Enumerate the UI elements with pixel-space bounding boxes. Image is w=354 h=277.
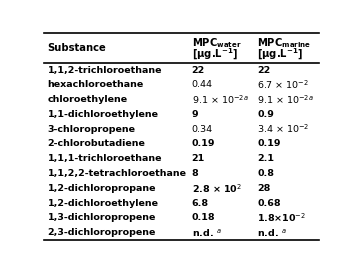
Text: MPC$_{\mathbf{water}}$: MPC$_{\mathbf{water}}$ (192, 36, 241, 50)
Text: n.d. $^{a}$: n.d. $^{a}$ (192, 227, 221, 239)
Text: 9: 9 (192, 110, 198, 119)
Text: chloroethylene: chloroethylene (47, 95, 128, 104)
Text: 1,1,1-trichloroethane: 1,1,1-trichloroethane (47, 154, 162, 163)
Text: 21: 21 (192, 154, 205, 163)
Text: 9.1 × 10$^{-2a}$: 9.1 × 10$^{-2a}$ (257, 93, 314, 106)
Text: [$\mathbf{\mu}$g.L$^{\mathbf{-1}}$]: [$\mathbf{\mu}$g.L$^{\mathbf{-1}}$] (192, 47, 238, 62)
Text: [$\mathbf{\mu}$g.L$^{\mathbf{-1}}$]: [$\mathbf{\mu}$g.L$^{\mathbf{-1}}$] (257, 47, 303, 62)
Text: Substance: Substance (47, 43, 106, 53)
Text: MPC$_{\mathbf{marine}}$: MPC$_{\mathbf{marine}}$ (257, 36, 312, 50)
Text: 0.44: 0.44 (192, 80, 212, 89)
Text: hexachloroethane: hexachloroethane (47, 80, 144, 89)
Text: 6.8: 6.8 (192, 199, 209, 207)
Text: 0.9: 0.9 (257, 110, 274, 119)
Text: 1.8×10$^{-2}$: 1.8×10$^{-2}$ (257, 212, 307, 224)
Text: 1,1-dichloroethylene: 1,1-dichloroethylene (47, 110, 159, 119)
Text: 1,2-dichloropropane: 1,2-dichloropropane (47, 184, 156, 193)
Text: 1,1,2-trichloroethane: 1,1,2-trichloroethane (47, 66, 162, 75)
Text: 1,2-dichloroethylene: 1,2-dichloroethylene (47, 199, 159, 207)
Text: 0.18: 0.18 (192, 213, 215, 222)
Text: 8: 8 (192, 169, 198, 178)
Text: 22: 22 (257, 66, 271, 75)
Text: 0.8: 0.8 (257, 169, 274, 178)
Text: 9.1 × 10$^{-2a}$: 9.1 × 10$^{-2a}$ (192, 93, 248, 106)
Text: 22: 22 (192, 66, 205, 75)
Text: n.d. $^{a}$: n.d. $^{a}$ (257, 227, 287, 239)
Text: 28: 28 (257, 184, 271, 193)
Text: 0.19: 0.19 (257, 140, 281, 148)
Text: 3.4 × 10$^{-2}$: 3.4 × 10$^{-2}$ (257, 123, 310, 135)
Text: 3-chloropropene: 3-chloropropene (47, 125, 136, 134)
Text: 2.1: 2.1 (257, 154, 274, 163)
Text: 2-chlorobutadiene: 2-chlorobutadiene (47, 140, 145, 148)
Text: 6.7 × 10$^{-2}$: 6.7 × 10$^{-2}$ (257, 79, 309, 91)
Text: 0.19: 0.19 (192, 140, 215, 148)
Text: 0.34: 0.34 (192, 125, 213, 134)
Text: 2,3-dichloropropene: 2,3-dichloropropene (47, 228, 156, 237)
Text: 1,1,2,2-tetrachloroethane: 1,1,2,2-tetrachloroethane (47, 169, 187, 178)
Text: 0.68: 0.68 (257, 199, 281, 207)
Text: 1,3-dichloropropene: 1,3-dichloropropene (47, 213, 156, 222)
Text: 2.8 × 10$^{2}$: 2.8 × 10$^{2}$ (192, 182, 242, 195)
